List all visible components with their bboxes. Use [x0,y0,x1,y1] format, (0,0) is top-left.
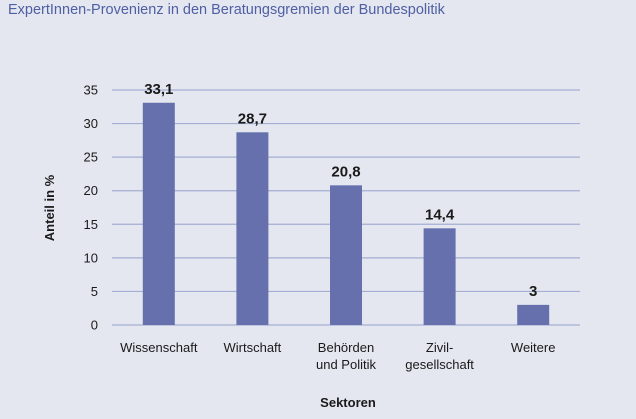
x-tick-label: Zivil- [426,340,453,355]
x-tick-label: und Politik [316,357,376,372]
bar-value-label: 33,1 [144,81,173,98]
bar [423,228,456,325]
y-tick-label: 35 [84,83,98,98]
bar [330,185,362,325]
bars [142,102,550,325]
value-labels: 33,1 28,7 20,8 14,4 3 [144,81,537,300]
x-tick-label: Behörden [318,340,374,355]
bar [517,304,550,325]
x-tick-label: Wissenschaft [120,340,198,355]
bar [142,102,175,325]
y-tick-label: 0 [91,318,98,333]
y-tick-label: 10 [84,250,98,265]
bar-value-label: 28,7 [238,110,267,127]
bar-value-label: 14,4 [425,206,455,223]
x-axis-tick-labels: Wissenschaft Wirtschaft Behörden und Politi… [120,340,555,372]
bar-value-label: 20,8 [331,163,360,180]
y-axis-label: Anteil in % [42,174,57,241]
y-tick-label: 15 [84,217,98,232]
y-tick-label: 20 [84,183,98,198]
x-tick-label: Weitere [511,340,556,355]
x-tick-label: Wirtschaft [224,340,282,355]
y-tick-label: 30 [84,116,98,131]
y-tick-label: 25 [84,150,98,165]
bar [236,132,269,325]
chart-title: ExpertInnen-Provenienz in den Beratungsg… [8,2,445,18]
x-axis-label: Sektoren [320,395,376,410]
bar-value-label: 3 [529,283,537,300]
y-axis-ticks: 0 5 10 15 20 25 30 35 [84,83,98,333]
x-tick-label: gesellschaft [405,357,474,372]
y-tick-label: 5 [91,284,98,299]
